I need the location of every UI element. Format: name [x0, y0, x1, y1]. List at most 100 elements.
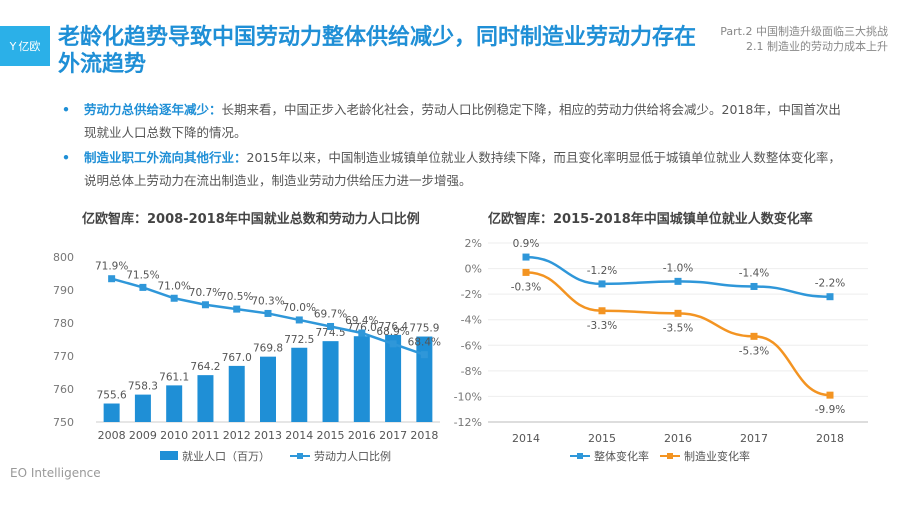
- y-tick-label: 760: [53, 383, 74, 396]
- line-value-label: 70.5%: [220, 291, 253, 303]
- y-tick-label: -6%: [461, 339, 482, 352]
- labor-ratio-point: [108, 275, 116, 283]
- labor-ratio-point: [264, 309, 272, 317]
- bullet-marker: •: [62, 102, 70, 117]
- labor-ratio-point: [295, 316, 303, 324]
- bullet-highlight: 劳动力总供给逐年减少：: [84, 102, 222, 117]
- employment-bar: [166, 385, 183, 422]
- y-tick-label: -12%: [454, 416, 482, 429]
- y-tick-label: 2%: [465, 237, 482, 250]
- bar-value-label: 776.4: [378, 321, 408, 333]
- y-tick-label: -10%: [454, 390, 482, 403]
- x-tick-label: 2015: [317, 429, 345, 442]
- x-tick-label: 2018: [410, 429, 438, 442]
- line-value-label: 68.4%: [408, 337, 441, 349]
- bar-value-label: 755.6: [97, 390, 127, 402]
- manufacturing-rate-point: [674, 309, 682, 317]
- labor-ratio-point: [233, 305, 241, 313]
- part-line-2: 2.1 制造业的劳动力成本上升: [746, 40, 888, 53]
- employment-bar: [322, 341, 339, 422]
- y-tick-label: -8%: [461, 365, 482, 378]
- bar-value-label: 761.1: [159, 371, 189, 383]
- bullet-list: • 劳动力总供给逐年减少：长期来看，中国正步入老龄化社会，劳动人口比例稳定下降，…: [62, 98, 852, 194]
- data-value-label: -0.3%: [511, 281, 541, 293]
- bullet-text: 长期来看，中国正步入老龄化社会，劳动人口比例稳定下降，相应的劳动力供给将会减少。…: [84, 102, 841, 140]
- line-value-label: 69.4%: [345, 315, 378, 327]
- line-value-label: 70.3%: [251, 295, 284, 307]
- x-tick-label: 2009: [129, 429, 157, 442]
- employment-bar: [291, 347, 308, 422]
- legend-overall-marker: [577, 453, 583, 459]
- overall-rate-point: [522, 253, 530, 261]
- line-value-label: 71.5%: [126, 269, 159, 281]
- labor-ratio-point: [358, 329, 366, 337]
- bar-value-label: 767.0: [222, 352, 252, 364]
- data-value-label: -1.0%: [663, 262, 693, 274]
- overall-rate-point: [826, 293, 834, 301]
- data-value-label: -5.3%: [739, 345, 769, 357]
- manufacturing-rate-point: [826, 391, 834, 399]
- y-tick-label: 780: [53, 317, 74, 330]
- line-value-label: 71.0%: [158, 280, 191, 292]
- x-tick-label: 2017: [740, 432, 768, 445]
- bar-value-label: 764.2: [190, 361, 220, 373]
- data-value-label: -9.9%: [815, 404, 845, 416]
- x-tick-label: 2016: [348, 429, 376, 442]
- overall-rate-point: [598, 280, 606, 288]
- bullet-item: • 劳动力总供给逐年减少：长期来看，中国正步入老龄化社会，劳动人口比例稳定下降，…: [62, 98, 852, 144]
- employment-bar: [260, 356, 276, 422]
- labor-ratio-point: [327, 322, 335, 330]
- employment-bar: [134, 394, 151, 422]
- x-tick-label: 2011: [191, 429, 219, 442]
- x-tick-label: 2018: [816, 432, 844, 445]
- line-value-label: 69.7%: [314, 308, 347, 320]
- bullet-highlight: 制造业职工外流向其他行业：: [84, 150, 247, 165]
- x-tick-label: 2014: [285, 429, 313, 442]
- labor-ratio-point: [170, 294, 178, 302]
- x-tick-label: 2014: [512, 432, 540, 445]
- footer-brand: EO Intelligence: [10, 466, 101, 480]
- part-line-1: Part.2 中国制造升级面临三大挑战: [720, 25, 888, 38]
- legend-line-label: 劳动力人口比例: [314, 449, 391, 463]
- manufacturing-rate-point: [750, 332, 758, 340]
- line-value-label: 71.9%: [95, 261, 128, 273]
- x-tick-label: 2017: [379, 429, 407, 442]
- labor-ratio-point: [139, 283, 147, 291]
- overall-rate-point: [750, 282, 758, 290]
- x-tick-label: 2008: [98, 429, 126, 442]
- legend-bar-swatch: [160, 451, 178, 460]
- employment-bar: [197, 375, 214, 422]
- y-tick-label: -4%: [461, 314, 482, 327]
- y-tick-label: 750: [53, 416, 74, 429]
- logo-text: 亿欧: [18, 40, 41, 53]
- bar-value-label: 769.8: [253, 343, 283, 355]
- manufacturing-rate-point: [598, 307, 606, 315]
- data-value-label: 0.9%: [513, 238, 540, 250]
- data-value-label: -3.5%: [663, 322, 693, 334]
- logo-mark-icon: Y: [9, 39, 17, 53]
- chart1-title: 亿欧智库：2008-2018年中国就业总数和劳动力人口比例: [82, 212, 420, 227]
- employment-bar: [103, 403, 120, 422]
- labor-ratio-point: [420, 351, 428, 359]
- employment-bar: [416, 336, 433, 422]
- data-value-label: -1.4%: [739, 267, 769, 279]
- y-tick-label: 800: [53, 251, 74, 264]
- legend-overall-label: 整体变化率: [594, 449, 649, 463]
- section-label: Part.2 中国制造升级面临三大挑战 2.1 制造业的劳动力成本上升: [720, 24, 888, 54]
- overall-rate-point: [674, 277, 682, 285]
- bullet-marker: •: [62, 150, 70, 165]
- employment-bar: [353, 336, 370, 422]
- line-value-label: 70.7%: [189, 287, 222, 299]
- chart2-title: 亿欧智库：2015-2018年中国城镇单位就业人数变化率: [488, 212, 813, 227]
- legend-manufacturing-marker: [667, 453, 673, 459]
- legend-manufacturing-label: 制造业变化率: [684, 449, 750, 463]
- bar-value-label: 775.9: [409, 323, 439, 335]
- labor-ratio-point: [389, 340, 397, 348]
- bar-value-label: 772.5: [284, 334, 314, 346]
- legend-line-marker: [297, 453, 303, 459]
- page-title: 老龄化趋势导致中国劳动力整体供给减少，同时制造业劳动力存在外流趋势: [58, 25, 697, 77]
- x-tick-label: 2013: [254, 429, 282, 442]
- brand-logo: Y 亿欧: [0, 26, 50, 66]
- y-tick-label: 770: [53, 350, 74, 363]
